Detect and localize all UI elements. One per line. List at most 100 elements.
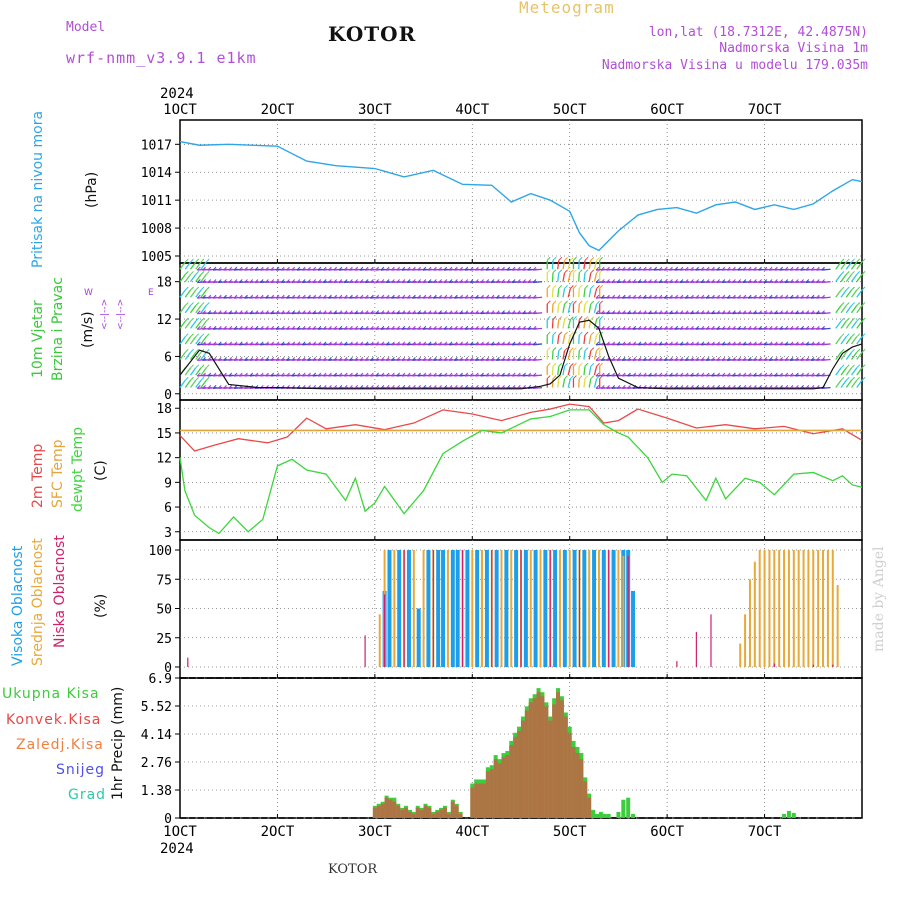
wind-barb-flag	[190, 348, 194, 353]
wind-barb-flag	[307, 357, 311, 361]
wind-barb-flag	[669, 266, 673, 271]
wind-barb-flag	[317, 357, 322, 361]
wind-barb-flag	[207, 294, 212, 299]
cloud-bar-low	[812, 664, 814, 667]
cloud-bar-low	[403, 550, 405, 667]
wind-barb-flag	[244, 357, 248, 361]
wind-barb-flag	[480, 279, 484, 283]
wind-barb-flag	[763, 325, 768, 330]
wind-barb-flag	[448, 266, 453, 271]
wind-barb-flag	[280, 279, 285, 283]
wind-barb-flag	[417, 294, 421, 299]
wind-barb	[562, 260, 566, 270]
wind-barb-flag	[205, 271, 210, 275]
cloud-bar-mid	[588, 550, 591, 667]
wind-barb-flag	[552, 300, 557, 305]
wind-barb-flag	[747, 372, 752, 377]
wind-barb-flag	[195, 364, 200, 369]
wind-barb-flag	[522, 266, 526, 271]
wind-barb-flag	[573, 284, 577, 289]
wind-barb-flag	[737, 294, 741, 299]
wind-barb-flag	[653, 279, 658, 283]
wind-barb-flag	[375, 279, 379, 283]
wind-barb-flag	[784, 294, 789, 299]
precip-bar-convective	[470, 787, 475, 818]
wind-barb-flag	[412, 385, 416, 389]
wind-barb-flag	[485, 294, 490, 299]
wind-barb	[845, 367, 853, 376]
wind-barb-flag	[322, 357, 327, 361]
wind-barb-flag	[642, 310, 647, 315]
y-tick-label: 12	[156, 452, 172, 467]
wind-barb-flag	[621, 310, 626, 315]
wind-barb-flag	[265, 310, 269, 315]
wind-barb-flag	[632, 310, 637, 315]
wind-barb-flag	[328, 372, 332, 377]
wind-barb-flag	[742, 385, 747, 389]
wind-barb-flag	[679, 294, 684, 299]
y-tick-label: 6	[164, 501, 172, 516]
wind-barb-flag	[552, 375, 557, 379]
precip-bar-convective	[485, 771, 490, 818]
wind-barb	[200, 351, 207, 360]
wind-barb	[551, 319, 554, 329]
wind-barb-flag	[845, 286, 850, 291]
wind-barb-flag	[312, 341, 317, 346]
wind-barb	[583, 303, 586, 313]
wind-barb-flag	[851, 348, 855, 353]
wind-barb-flag	[249, 372, 254, 377]
wind-barb-flag	[779, 385, 783, 389]
wind-barb-flag	[532, 325, 537, 330]
wind-barb	[567, 335, 571, 345]
precip-bar-convective	[505, 755, 510, 818]
wind-barb-flag	[616, 266, 621, 271]
wind-barb-flag	[669, 341, 673, 346]
wind-barb-flag	[275, 325, 280, 330]
wind-barb-flag	[690, 310, 694, 315]
wind-barb-flag	[259, 294, 264, 299]
wind-barb	[562, 350, 566, 360]
wind-barb-flag	[564, 285, 568, 289]
wind-barb-flag	[200, 333, 205, 338]
precip-bar-convective	[548, 720, 553, 818]
wind-barb	[567, 260, 571, 270]
wind-barb-flag	[443, 279, 448, 283]
wind-barb-flag	[679, 279, 684, 283]
wind-barb-flag	[658, 372, 663, 377]
wind-barb	[850, 351, 858, 360]
wind-barb-flag	[753, 325, 757, 330]
wind-barb-flag	[532, 266, 537, 271]
wind-barb-flag	[223, 279, 227, 283]
wind-barb	[532, 343, 543, 346]
wind-barb-flag	[711, 385, 715, 389]
wind-barb-flag	[422, 325, 427, 330]
wind-barb-flag	[558, 284, 563, 289]
wind-barb-flag	[259, 357, 264, 361]
wind-barb-flag	[385, 341, 390, 346]
wind-barb-flag	[648, 357, 652, 361]
wind-barb	[551, 260, 554, 270]
wind-barb-flag	[674, 341, 679, 346]
wind-barb-flag	[642, 372, 647, 377]
wind-barb-flag	[254, 266, 259, 271]
wind-barb-flag	[700, 325, 705, 330]
wind-barb-flag	[380, 357, 385, 361]
wind-barb-flag	[599, 256, 604, 261]
wind-barb-flag	[464, 279, 469, 283]
wind-barb-flag	[217, 385, 222, 389]
wind-barb-flag	[674, 357, 679, 361]
cloud-bar-high	[465, 550, 470, 667]
wind-barb	[845, 289, 853, 298]
cloud-bar-mid	[471, 550, 474, 667]
y-tick-label: 25	[156, 632, 172, 647]
wind-barb-flag	[606, 385, 610, 389]
cloud-bar-high	[450, 550, 455, 667]
wind-barb-flag	[205, 364, 210, 369]
wind-barb-flag	[438, 294, 442, 299]
wind-barb-flag	[195, 348, 200, 353]
wind-barb-flag	[669, 385, 673, 389]
wind-barb-flag	[480, 266, 484, 271]
location-coords: lon,lat (18.7312E, 42.4875N)	[648, 25, 868, 40]
wind-barb	[195, 305, 202, 314]
wind-barb	[195, 336, 202, 345]
